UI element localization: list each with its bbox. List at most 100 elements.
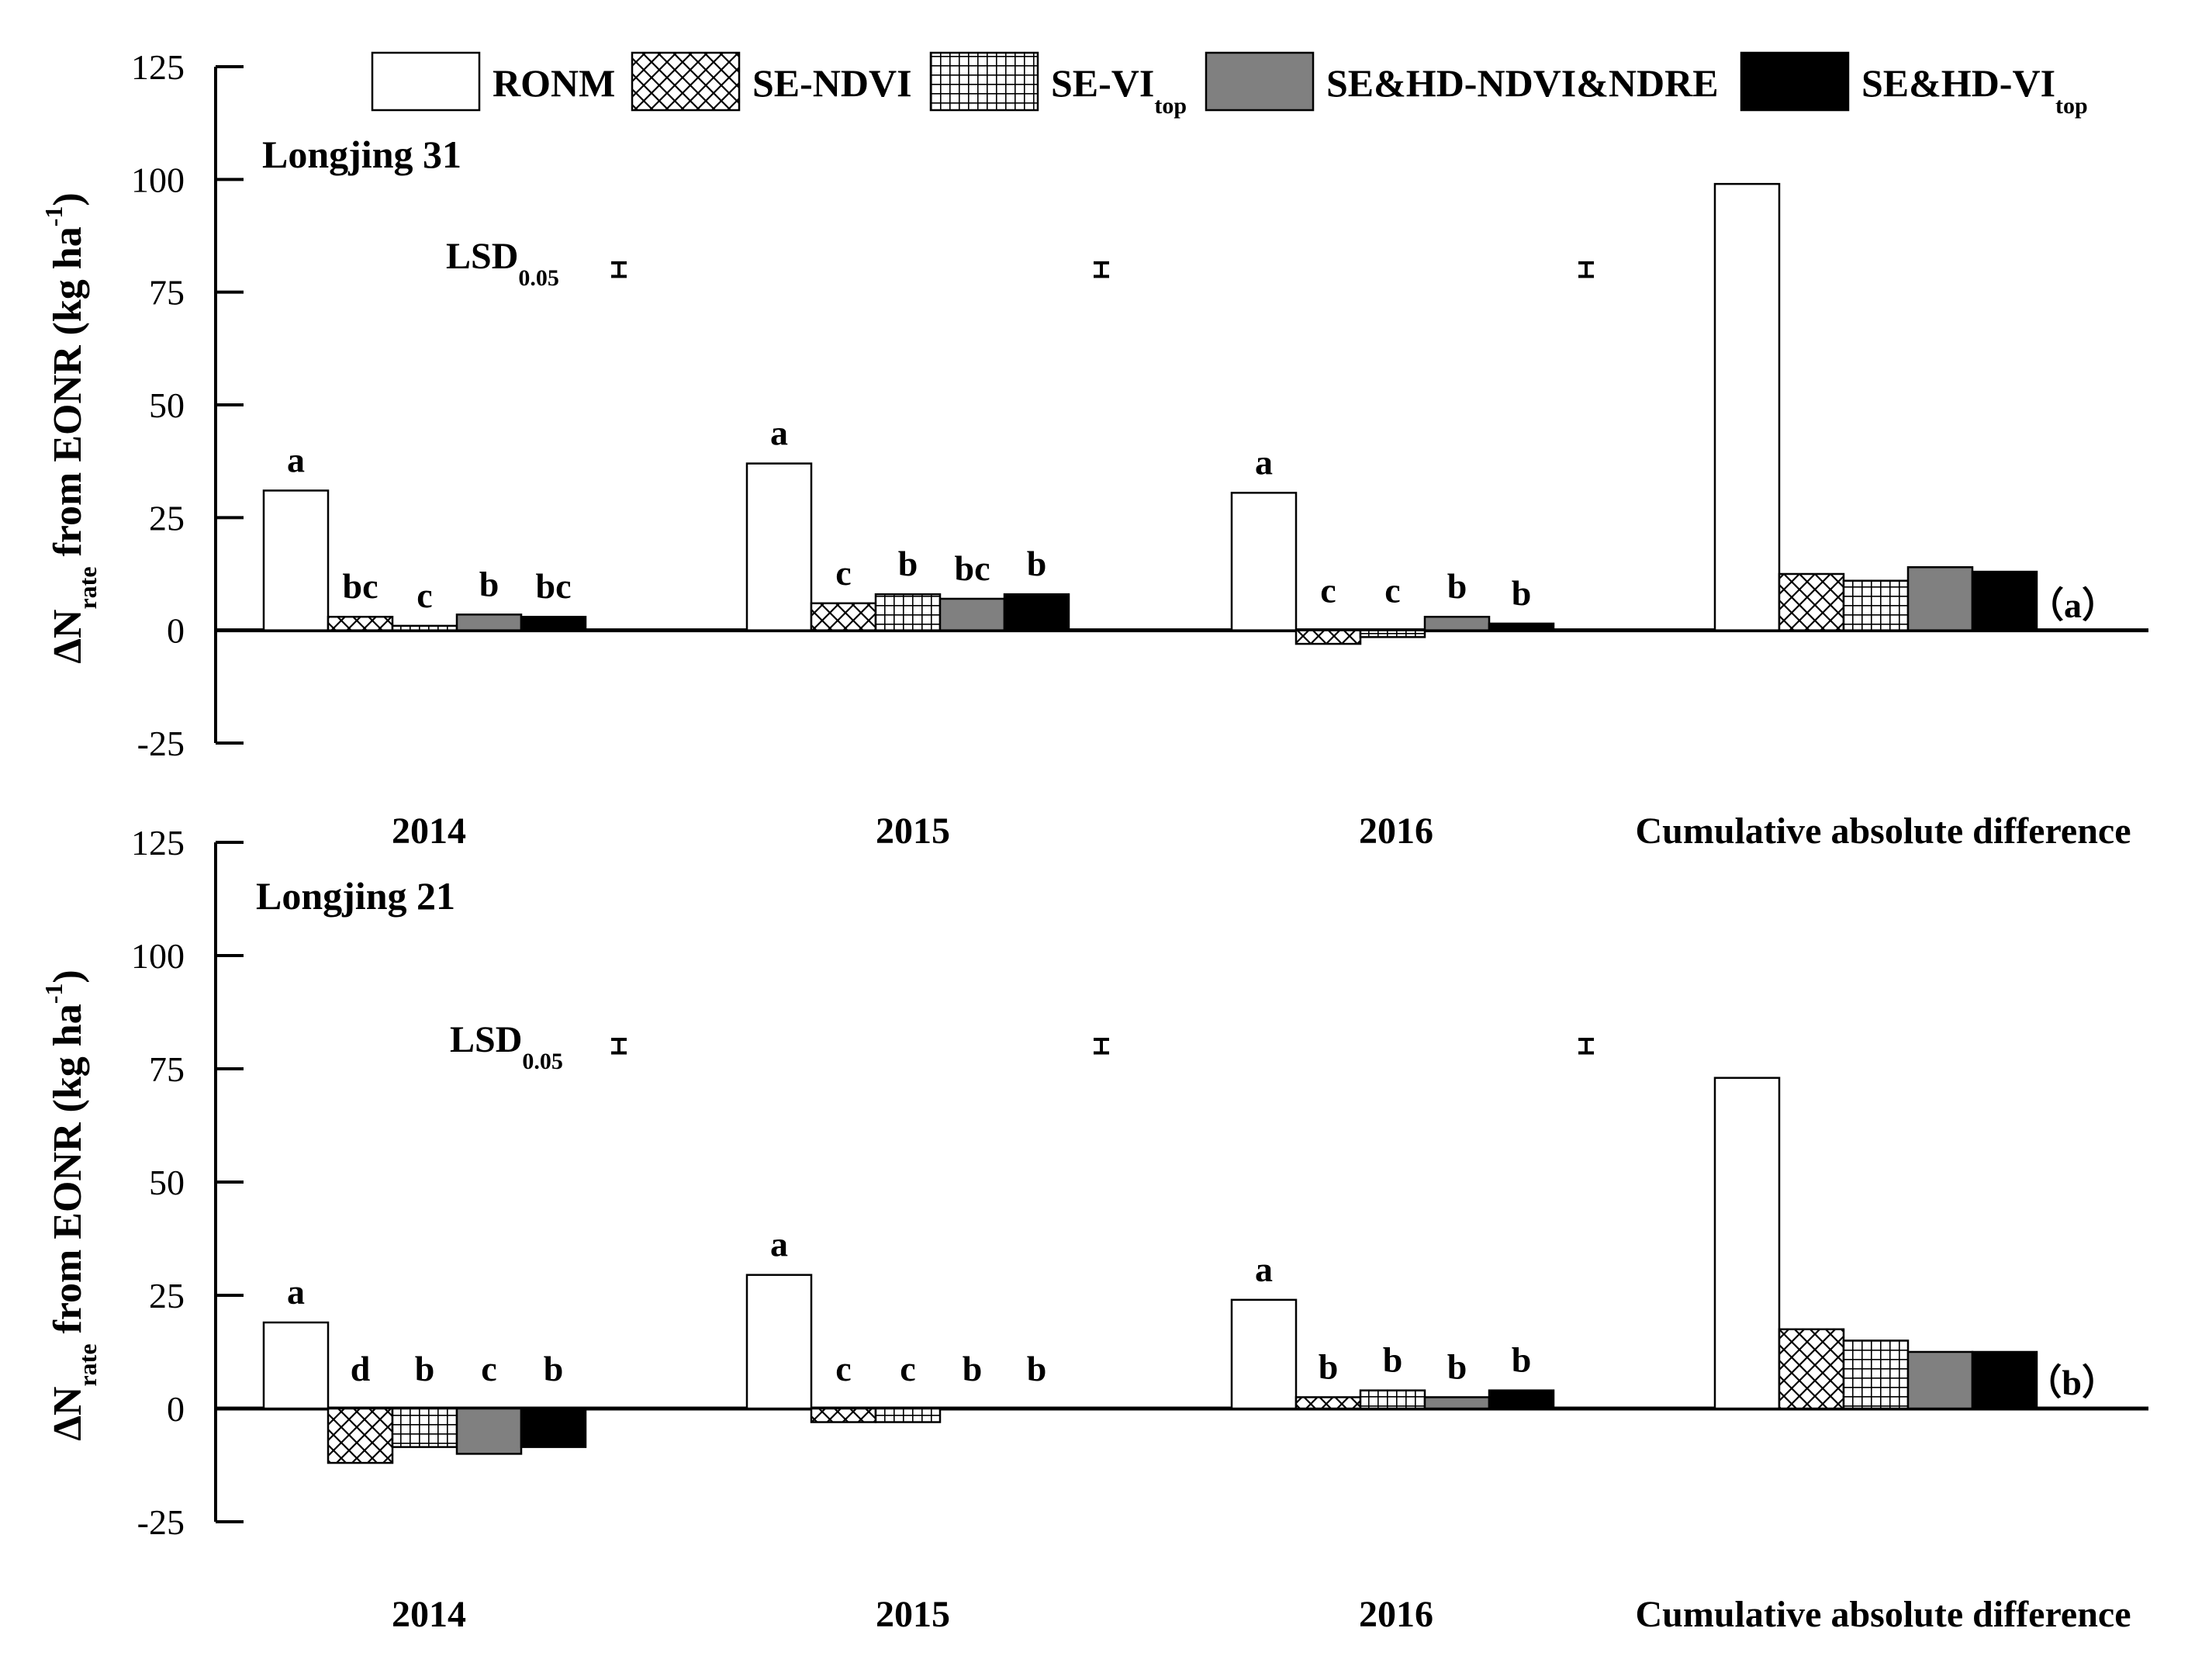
bar-SE-NDVI-2016 <box>1294 629 1362 645</box>
category-label: 2015 <box>876 811 950 852</box>
bar-SE-VI_top-2014 <box>391 1407 458 1448</box>
significance-letter: b <box>898 544 918 583</box>
y-axis-label: ΔNrate from EONR (kg ha-1) <box>40 970 102 1440</box>
significance-letter: bc <box>955 548 990 588</box>
lsd-error-bar <box>1578 261 1594 278</box>
legend-label-1: SE-NDVI <box>752 61 912 105</box>
significance-letter: b <box>1447 1346 1467 1386</box>
y-tick-label: 25 <box>149 1276 185 1315</box>
bar-SE-NDVI-Cumulative absolute difference <box>1778 1328 1845 1410</box>
panel-title: Longjing 21 <box>256 874 455 918</box>
category-label: Cumulative absolute difference <box>1635 811 2131 852</box>
bar-SE&HD-NDVI&NDRE-2016 <box>1423 1396 1491 1410</box>
category-label: 2014 <box>392 811 466 852</box>
lsd-error-bar <box>1578 1038 1594 1055</box>
lsd-error-bar <box>1094 1038 1109 1055</box>
bar-SE-NDVI-2015 <box>810 1407 877 1423</box>
bar-SE&HD-NDVI&NDRE-Cumulative absolute difference <box>1906 1350 1974 1410</box>
bar-SE&HD-VI_top-2016 <box>1488 1389 1555 1410</box>
legend-swatch-4 <box>1740 51 1850 112</box>
y-tick-label: 50 <box>149 385 185 425</box>
category-label: 2016 <box>1359 1594 1433 1635</box>
bar-SE&HD-NDVI&NDRE-Cumulative absolute difference <box>1906 566 1974 631</box>
bar-RONM-2014 <box>262 1321 330 1410</box>
significance-letter: bc <box>536 566 572 606</box>
bar-SE-VI_top-2016 <box>1359 1389 1426 1410</box>
legend-label-0: RONM <box>493 61 615 105</box>
panel-label: （b） <box>2026 1363 2117 1402</box>
y-axis-label: ΔNrate from EONR (kg ha-1) <box>40 192 102 663</box>
bar-RONM-2015 <box>745 462 813 631</box>
category-label: 2016 <box>1359 811 1433 852</box>
significance-letter: c <box>1384 571 1400 610</box>
significance-letter: b <box>1319 1346 1339 1386</box>
lsd-label: LSD0.05 <box>446 236 559 291</box>
y-tick-label: 25 <box>149 498 185 538</box>
bar-SE&HD-VI_top-2016 <box>1488 622 1555 631</box>
bar-RONM-2015 <box>745 1274 813 1410</box>
lsd-error-bar <box>1094 261 1109 278</box>
bar-SE-VI_top-2014 <box>391 624 458 631</box>
significance-letter: bc <box>343 566 378 606</box>
y-tick-label: 0 <box>167 1389 185 1429</box>
significance-letter: b <box>963 1349 983 1388</box>
bar-SE&HD-NDVI&NDRE-2016 <box>1423 615 1491 631</box>
significance-letter: b <box>1512 573 1532 613</box>
bar-SE-NDVI-2016 <box>1294 1396 1362 1410</box>
bar-SE&HD-NDVI&NDRE-2015 <box>938 597 1006 631</box>
legend-label-4: SE&HD-VItop <box>1861 61 2088 119</box>
significance-letter: b <box>1447 566 1467 606</box>
legend: RONM SE-NDVI SE-VItop SE&HD-NDVI&NDRE SE&HD-… <box>371 51 2088 119</box>
bar-SE&HD-NDVI&NDRE-2014 <box>455 614 523 631</box>
bar-SE-VI_top-2015 <box>874 593 942 631</box>
bar-RONM-2016 <box>1230 492 1298 631</box>
bar-SE-NDVI-2014 <box>327 1407 394 1464</box>
significance-letter: b <box>415 1349 435 1388</box>
bar-RONM-2014 <box>262 489 330 631</box>
bar-SE-VI_top-2016 <box>1359 629 1426 638</box>
panel-label: （a） <box>2028 586 2117 625</box>
legend-swatch-2 <box>929 51 1039 112</box>
chart-panel-1: -25 0 25 50 75 100 125 a d b c b a c c b b a b b b b LSD0.05 Lo… <box>40 823 2148 1635</box>
y-tick-label: 75 <box>149 1049 185 1089</box>
significance-letter: c <box>900 1349 915 1388</box>
category-label: Cumulative absolute difference <box>1635 1594 2131 1635</box>
significance-letter: c <box>417 576 432 615</box>
bar-RONM-2016 <box>1230 1298 1298 1410</box>
category-label: 2014 <box>392 1594 466 1635</box>
legend-label-3: SE&HD-NDVI&NDRE <box>1326 61 1719 105</box>
significance-letter: b <box>479 564 499 603</box>
bar-SE-NDVI-Cumulative absolute difference <box>1778 572 1845 631</box>
significance-letter: a <box>770 1225 788 1264</box>
bar-SE&HD-VI_top-Cumulative absolute difference <box>1971 1350 2038 1410</box>
lsd-error-bar <box>611 261 627 278</box>
y-tick-label: 100 <box>131 160 185 199</box>
y-tick-label: -25 <box>137 724 185 763</box>
significance-letter: a <box>770 413 788 453</box>
significance-letter: a <box>287 1272 305 1312</box>
bar-SE-VI_top-Cumulative absolute difference <box>1842 1340 1910 1410</box>
legend-swatch-3 <box>1205 51 1315 112</box>
y-tick-label: 50 <box>149 1163 185 1202</box>
y-tick-label: 75 <box>149 273 185 313</box>
significance-letter: c <box>481 1349 496 1388</box>
significance-letter: c <box>835 1349 851 1388</box>
significance-letter: a <box>1255 442 1273 482</box>
bar-SE-VI_top-Cumulative absolute difference <box>1842 579 1910 631</box>
significance-letter: c <box>1320 571 1336 610</box>
y-tick-label: 125 <box>131 823 185 862</box>
panel-title: Longjing 31 <box>262 133 461 176</box>
y-tick-label: -25 <box>137 1502 185 1542</box>
legend-label-2: SE-VItop <box>1051 61 1187 119</box>
significance-letter: b <box>1027 544 1047 583</box>
bar-SE&HD-VI_top-2014 <box>520 1407 587 1448</box>
significance-letter: b <box>1512 1340 1532 1380</box>
significance-letter: b <box>1027 1349 1047 1388</box>
lsd-error-bar <box>611 1038 627 1055</box>
significance-letter: c <box>835 553 851 593</box>
bar-RONM-Cumulative absolute difference <box>1713 182 1781 631</box>
legend-swatch-0 <box>371 51 481 112</box>
bar-RONM-Cumulative absolute difference <box>1713 1077 1781 1410</box>
